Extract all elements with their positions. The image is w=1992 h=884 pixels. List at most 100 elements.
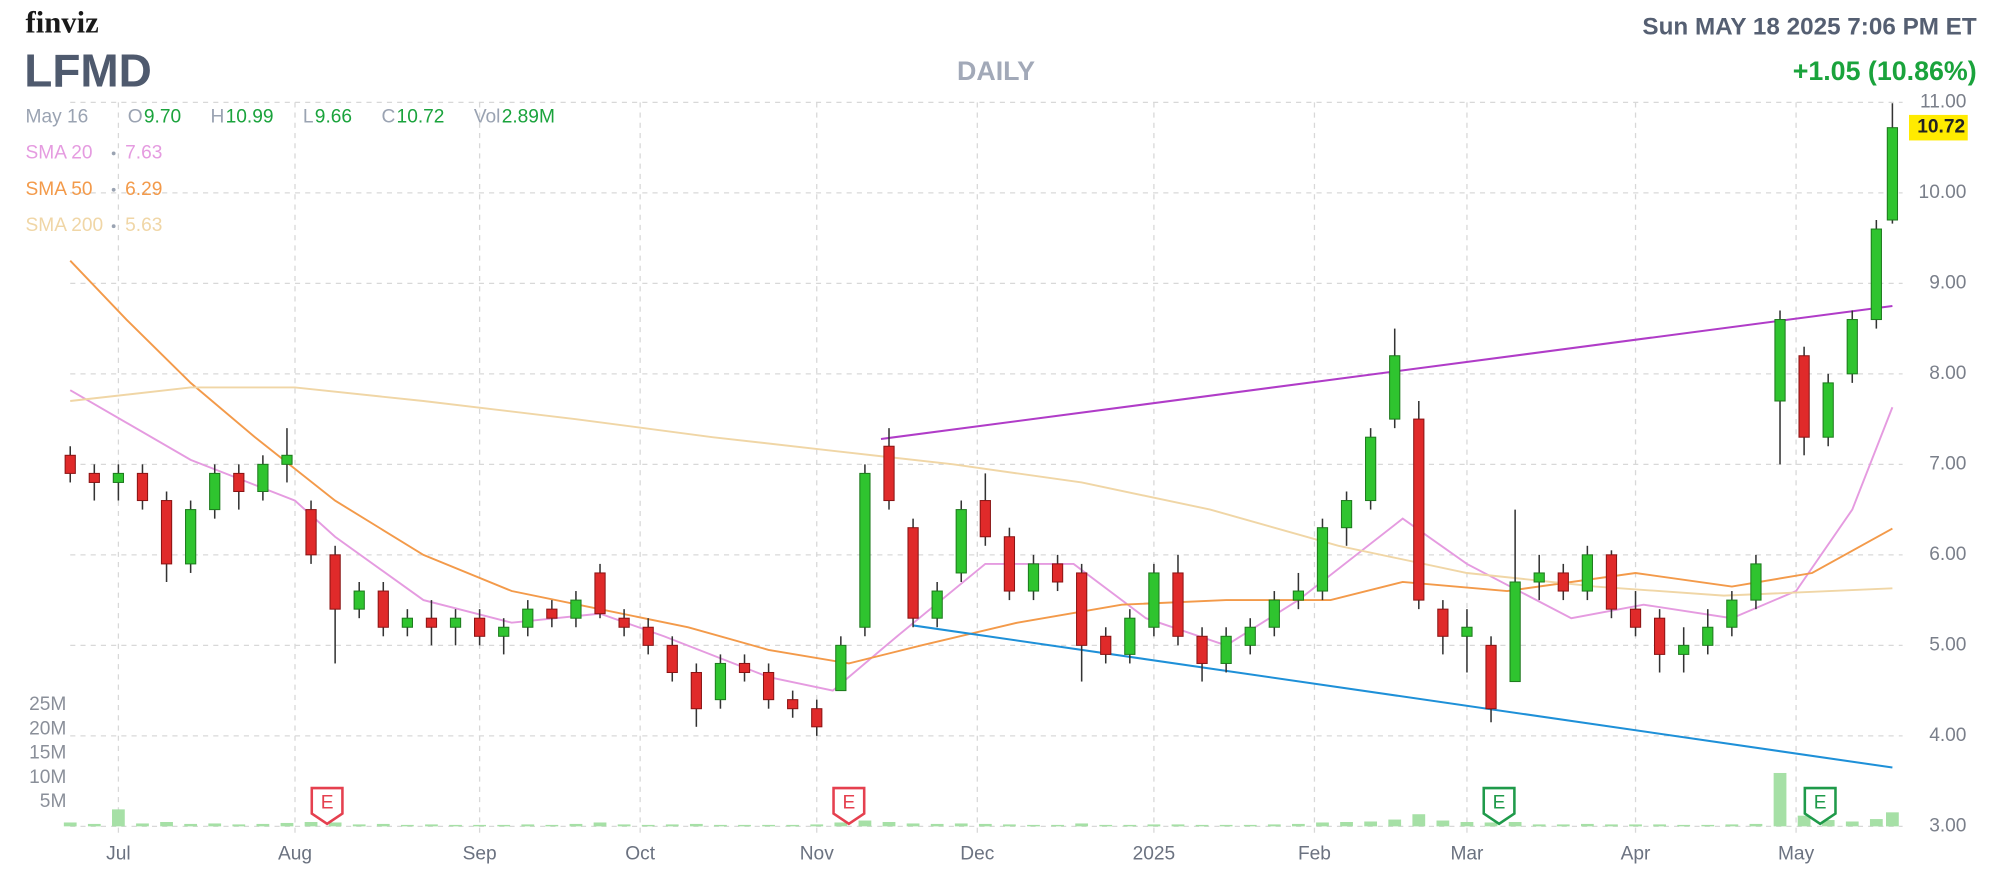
earnings-marker (832, 786, 866, 826)
volume-bar (473, 824, 487, 827)
candle-body (353, 590, 365, 610)
volume-bar (1653, 824, 1666, 827)
candle-body (762, 671, 775, 701)
volume-bar (1821, 820, 1835, 827)
earnings-marker (1482, 786, 1516, 826)
change: +1.05 (10.86%) (1793, 56, 1977, 86)
volume-bar (63, 822, 77, 827)
volume-bar (1886, 812, 1899, 827)
volume-bar (954, 823, 968, 827)
legend-name: SMA 20 (26, 142, 93, 163)
candle-body (787, 699, 799, 710)
volume-bar (1605, 824, 1618, 827)
candle-body (209, 472, 221, 511)
volume-bar (1316, 822, 1329, 827)
volume-bar (738, 824, 751, 827)
last-price: 10.72 (1917, 117, 1965, 138)
period: DAILY (957, 56, 1035, 86)
volume-bar (858, 820, 872, 827)
legend-value: 7.63 (125, 142, 162, 163)
candle-body (1027, 563, 1040, 592)
candle-body (1886, 127, 1899, 221)
volume-bar (328, 822, 342, 827)
volume-bar (1243, 824, 1257, 827)
ohlc-value: 2.89M (502, 107, 555, 128)
volume-tick-label: 5M (40, 791, 67, 812)
volume-bar (400, 824, 414, 827)
candle-body (642, 626, 654, 646)
volume-bar (1677, 824, 1691, 827)
volume-bar (882, 821, 896, 827)
volume-bar (617, 824, 631, 827)
ohlc-key: H (210, 107, 224, 128)
candle-body (1605, 554, 1618, 610)
candle-body (835, 644, 847, 692)
volume-bar (87, 823, 101, 827)
volume-tick-label: 20M (29, 718, 66, 739)
candle-body (329, 554, 341, 610)
volume-bar (665, 824, 679, 827)
earnings-label: E (1493, 792, 1506, 813)
trendline (912, 624, 1893, 769)
candle-body (1051, 563, 1064, 583)
legend-name: SMA 50 (26, 179, 93, 200)
volume-bar (1725, 824, 1739, 827)
ohlc-key: L (303, 107, 314, 128)
volume-bar (569, 823, 583, 827)
y-tick-label: 7.00 (1929, 453, 1966, 474)
candle-body (1726, 599, 1738, 628)
candle-body (257, 463, 269, 493)
ticker: LFMD (24, 44, 152, 96)
volume-bar (641, 824, 655, 827)
volume-bar (1556, 824, 1570, 827)
volume-bar (521, 824, 535, 827)
candle-body (931, 590, 943, 619)
candle-body (666, 644, 678, 674)
candle-body (1533, 572, 1545, 583)
earnings-marker (1803, 786, 1837, 826)
candle-body (160, 500, 173, 565)
x-tick-label: 2025 (1133, 844, 1176, 865)
legend-dot (111, 151, 116, 156)
candle-body (1774, 319, 1786, 402)
candle-body (883, 445, 895, 502)
ohlc-key: O (128, 107, 143, 128)
candle-body (714, 662, 727, 701)
date: May 16 (26, 107, 89, 128)
volume-bar (256, 823, 270, 827)
volume-bar (184, 823, 198, 827)
logo[interactable]: finviz (26, 6, 99, 40)
volume-bar (1292, 823, 1305, 827)
candle-body (449, 617, 462, 628)
candle-body (1220, 635, 1232, 664)
volume-bar (1773, 772, 1787, 827)
volume-bar (1580, 823, 1594, 827)
volume-bar (425, 824, 438, 827)
candle-body (88, 472, 100, 483)
candle-body (1750, 563, 1762, 601)
x-tick-label: May (1778, 844, 1815, 865)
earnings-label: E (321, 792, 334, 813)
volume-bar (376, 823, 390, 827)
volume-bar (1797, 815, 1811, 827)
candle-body (498, 626, 510, 637)
candle-body (1244, 626, 1256, 646)
candle-body (690, 671, 702, 710)
volume-bar (1869, 819, 1883, 827)
candle-body (233, 472, 245, 493)
candle-body (1413, 418, 1425, 601)
volume-bar (352, 824, 366, 827)
volume-bar (1412, 814, 1426, 827)
candle-body (594, 572, 606, 615)
volume-bar (1532, 824, 1546, 827)
candle-body (811, 708, 823, 728)
x-tick-label: Dec (960, 844, 994, 865)
x-tick-label: Feb (1298, 844, 1331, 865)
candle-body (64, 454, 76, 474)
volume-bar (1195, 824, 1209, 827)
volume-bar (762, 824, 775, 827)
candle-body (185, 509, 197, 565)
candle-body (1196, 635, 1208, 664)
volume-bar (280, 822, 294, 827)
